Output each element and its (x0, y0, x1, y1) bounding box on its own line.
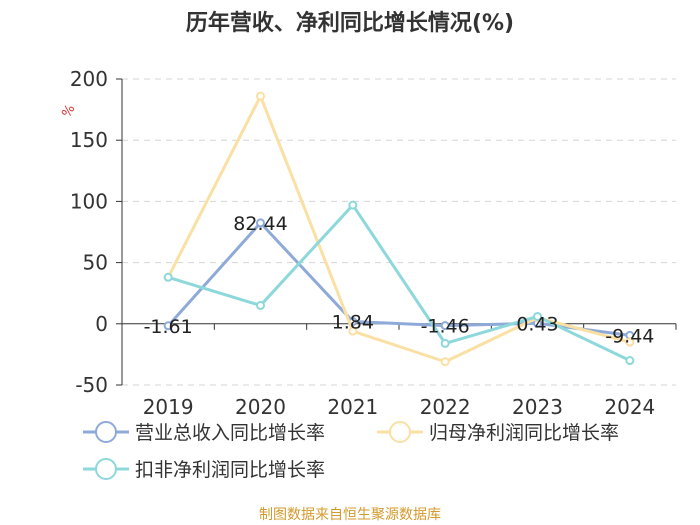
data-point (163, 272, 173, 282)
legend-label: 归母净利润同比增长率 (429, 422, 619, 444)
data-label: 1.84 (332, 312, 374, 334)
data-point (625, 337, 635, 347)
legend-marker (95, 458, 117, 480)
x-tick-label: 2024 (604, 395, 655, 419)
legend-item-1: 营业总收入同比增长率 (83, 421, 325, 444)
chart-title: 历年营收、净利同比增长情况(%) (186, 10, 514, 36)
data-point (256, 91, 265, 101)
legend-item-3: 扣非净利润同比增长率 (83, 458, 325, 481)
x-tick-label: 2021 (327, 395, 378, 419)
y-tick-label: -50 (75, 373, 108, 397)
axes: -50 0 50 100 150 200 2019 2020 2021 2022 2023 2024 (70, 67, 677, 419)
y-tick-label: 200 (70, 67, 108, 91)
legend-item-2: 归母净利润同比增长率 (377, 421, 619, 444)
data-point (533, 311, 542, 321)
series-lines (163, 91, 635, 367)
x-tick-label: 2020 (235, 395, 286, 419)
series-3 (163, 200, 635, 366)
data-point (163, 321, 173, 331)
data-point (256, 300, 265, 310)
series-1 (163, 218, 635, 340)
y-tick-label: 150 (70, 128, 108, 152)
data-point (440, 321, 450, 331)
data-labels: -1.61 82.44 1.84 -1.46 0.43 -9.44 (144, 213, 655, 347)
legend-marker (389, 421, 411, 443)
legend-marker (95, 421, 117, 443)
series-line (167, 221, 631, 337)
source-note: 制图数据来自恒生聚源数据库 (259, 507, 441, 523)
grid-lines (122, 78, 676, 386)
data-point (440, 357, 450, 367)
data-point (256, 218, 265, 228)
y-tick-label: 0 (95, 312, 108, 336)
series-line (167, 203, 631, 362)
data-point (348, 200, 358, 210)
x-tick-label: 2022 (420, 395, 471, 419)
x-tick-label: 2023 (512, 395, 563, 419)
series-line (166, 94, 631, 364)
y-tick-label: 50 (83, 251, 108, 275)
y-axis-unit: % (59, 102, 78, 120)
data-label: -1.46 (421, 316, 470, 338)
legend-label: 扣非净利润同比增长率 (135, 459, 325, 481)
y-tick-label: 100 (70, 189, 108, 213)
data-label: 0.43 (516, 313, 558, 335)
data-point (625, 356, 635, 366)
x-tick-label: 2019 (143, 395, 194, 419)
data-point (440, 338, 450, 348)
legend-label: 营业总收入同比增长率 (135, 422, 325, 444)
data-label: 82.44 (233, 213, 287, 235)
data-label: -9.44 (605, 325, 654, 347)
data-point (348, 326, 358, 336)
data-label: -1.61 (144, 316, 193, 338)
